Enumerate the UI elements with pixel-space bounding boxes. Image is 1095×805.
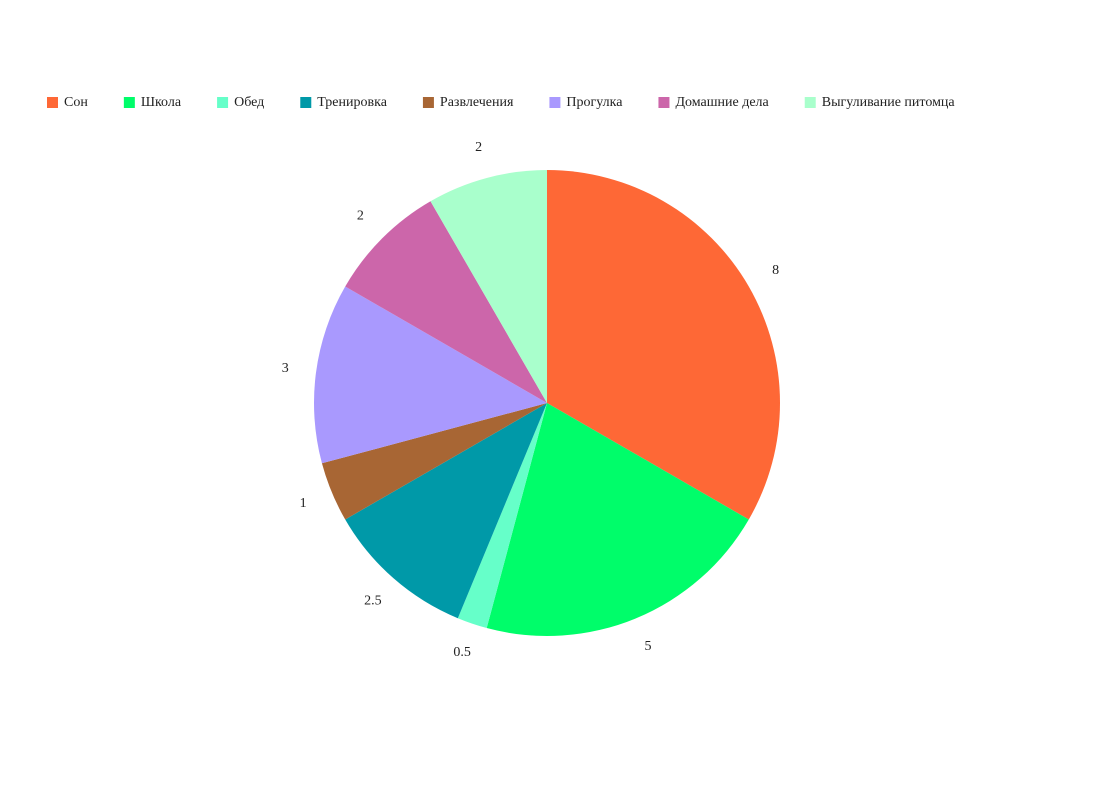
legend-swatch xyxy=(422,97,434,108)
legend-swatch xyxy=(123,97,135,108)
pie-slice xyxy=(547,170,780,520)
data-label: 0.5 xyxy=(453,645,471,660)
data-label: 1 xyxy=(300,496,307,511)
legend-label: Домашние дела xyxy=(675,95,769,110)
data-label: 8 xyxy=(772,263,779,278)
data-label: 2 xyxy=(475,140,482,155)
legend-label: Прогулка xyxy=(566,95,623,110)
legend-label: Сон xyxy=(64,95,88,110)
legend-swatch xyxy=(549,97,561,108)
legend-label: Обед xyxy=(234,95,264,110)
data-label: 5 xyxy=(645,639,652,654)
data-label: 2 xyxy=(357,209,364,224)
pie-slice xyxy=(345,403,547,619)
legend-swatch xyxy=(300,97,312,108)
pie-slice xyxy=(345,201,547,403)
pie-slice xyxy=(430,170,547,403)
legend-label: Школа xyxy=(141,95,182,110)
pie-slice xyxy=(457,403,547,629)
data-label: 3 xyxy=(282,361,289,376)
legend-label: Тренировка xyxy=(317,95,387,110)
legend-label: Развлечения xyxy=(440,95,514,110)
pie-slice xyxy=(486,403,749,637)
data-label: 2.5 xyxy=(364,594,382,609)
legend-swatch xyxy=(658,97,670,108)
legend-swatch xyxy=(804,97,816,108)
legend-swatch xyxy=(217,97,229,108)
legend-label: Выгуливание питомца xyxy=(822,95,956,110)
pie-slice xyxy=(321,403,547,520)
legend-swatch xyxy=(47,97,58,108)
pie-slice xyxy=(314,286,547,464)
